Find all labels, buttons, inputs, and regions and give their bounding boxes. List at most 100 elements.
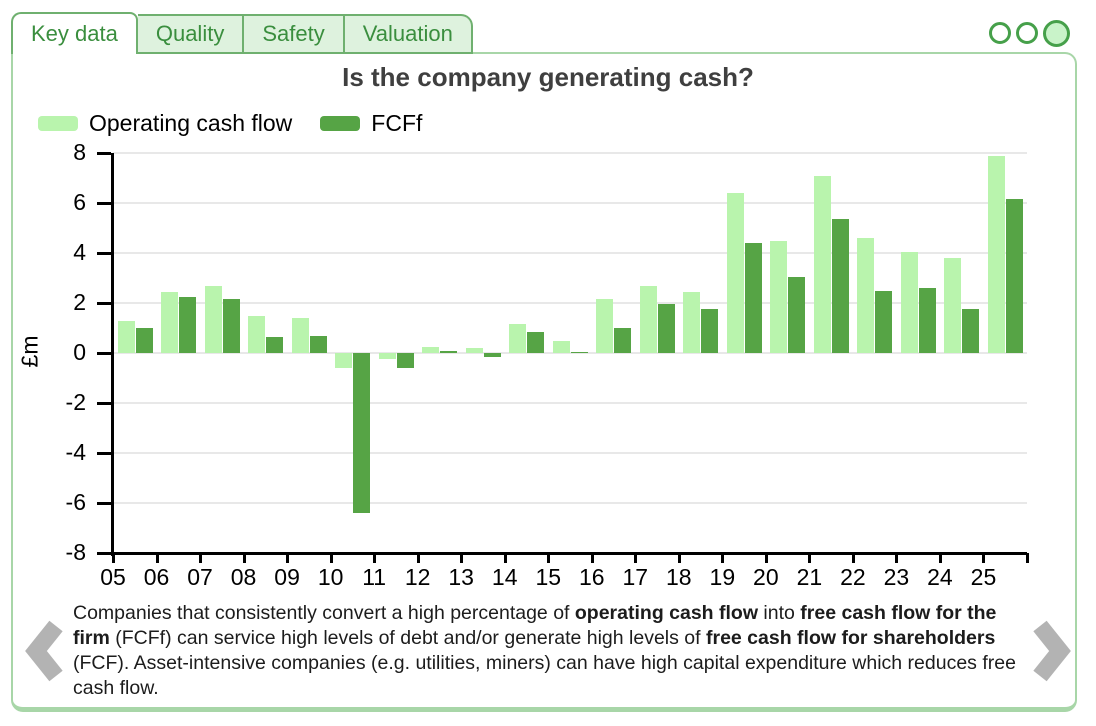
bar-operating-cash-flow-09 — [291, 318, 309, 353]
x-axis-label-24: 24 — [927, 564, 953, 590]
x-axis-label-15: 15 — [535, 564, 562, 590]
x-axis-tick-7 — [416, 553, 420, 563]
y-axis-tick--6 — [97, 502, 111, 505]
bar-fcff-12 — [440, 350, 458, 353]
y-axis-tick-2 — [97, 302, 111, 305]
x-axis-tick-14 — [721, 553, 725, 563]
legend-item-operating-cash-flow[interactable]: Operating cash flow — [38, 110, 292, 137]
tab-valuation[interactable]: Valuation — [344, 14, 473, 54]
bar-operating-cash-flow-08 — [248, 315, 266, 353]
y-axis-tick-0 — [97, 352, 111, 355]
x-axis-tick-15 — [764, 553, 768, 563]
bar-operating-cash-flow-17 — [639, 285, 657, 353]
x-axis-label-16: 16 — [578, 564, 605, 590]
bar-operating-cash-flow-14 — [509, 324, 527, 353]
bar-fcff-19 — [744, 243, 762, 353]
bar-fcff-21 — [831, 219, 849, 353]
x-axis-label-22: 22 — [840, 564, 866, 590]
x-axis-tick-19 — [938, 553, 942, 563]
pagination-dot-1[interactable] — [989, 22, 1011, 44]
tab-safety[interactable]: Safety — [244, 14, 345, 54]
x-axis-label-17: 17 — [622, 564, 649, 590]
bar-operating-cash-flow-13 — [465, 348, 483, 353]
report-card — [11, 52, 1077, 712]
gridline-4 — [113, 252, 1027, 254]
bar-operating-cash-flow-19 — [726, 193, 744, 353]
bar-operating-cash-flow-23 — [900, 251, 918, 353]
y-axis-labels: 8 6 4 2 0 -2 -4 -6 -8 — [0, 141, 90, 564]
x-axis-label-18: 18 — [666, 564, 692, 590]
pagination-dot-3[interactable] — [1043, 19, 1070, 47]
x-axis-tick-20 — [982, 553, 986, 563]
x-axis-tick-9 — [503, 553, 507, 563]
chart-title: Is the company generating cash? — [342, 62, 754, 92]
pagination-dot-2[interactable] — [1016, 22, 1038, 44]
y-axis-tick-4 — [97, 252, 111, 255]
x-axis-label-11: 11 — [362, 564, 387, 590]
bar-operating-cash-flow-18 — [683, 291, 701, 353]
bar-fcff-13 — [483, 353, 501, 357]
next-button[interactable] — [1032, 618, 1072, 684]
x-axis-label-20: 20 — [753, 564, 779, 590]
pagination-dots — [989, 18, 1070, 48]
gridline-2 — [113, 302, 1027, 304]
x-axis-line — [97, 552, 1027, 555]
x-axis-tick-13 — [677, 553, 681, 563]
x-axis-tick-10 — [547, 553, 551, 563]
y-axis-label--2: -2 — [65, 389, 86, 415]
bar-operating-cash-flow-22 — [857, 238, 875, 353]
legend-label-operating-cash-flow: Operating cash flow — [89, 110, 293, 136]
caption-run: into — [758, 602, 801, 624]
y-axis-label--8: -8 — [65, 539, 86, 565]
y-axis-label--6: -6 — [65, 489, 86, 515]
chevron-left-icon — [25, 620, 63, 682]
legend-item-fcff[interactable]: FCFf — [320, 110, 422, 137]
caption-text: Companies that consistently convert a hi… — [73, 601, 1023, 701]
bar-fcff-15 — [570, 351, 588, 353]
caption-bold-term: free cash flow for shareholders — [705, 627, 996, 649]
x-axis-tick-18 — [895, 553, 899, 563]
y-axis-label-2: 2 — [73, 289, 86, 315]
x-axis-labels: 05 06 07 08 09 10 11 12 13 14 15 16 17 18 19 20 21 22 23 24… — [100, 564, 1027, 592]
y-axis-tick-6 — [97, 202, 111, 205]
bar-fcff-11 — [396, 353, 414, 368]
tab-quality[interactable]: Quality — [137, 14, 245, 54]
bar-operating-cash-flow-21 — [813, 175, 831, 353]
y-axis-label-8: 8 — [73, 139, 86, 165]
x-axis-tick-6 — [373, 553, 377, 563]
caption-run: (FCFf) can service high levels of debt a… — [109, 627, 706, 649]
bar-operating-cash-flow-15 — [552, 340, 570, 353]
bar-fcff-08 — [266, 336, 284, 353]
x-axis-tick-2 — [199, 553, 203, 563]
x-axis-tick-0 — [112, 553, 115, 563]
prev-button[interactable] — [24, 618, 64, 684]
legend-swatch-operating-cash-flow — [38, 116, 78, 131]
bar-operating-cash-flow-06 — [161, 291, 179, 353]
bar-fcff-18 — [701, 309, 719, 353]
x-axis-tick-4 — [286, 553, 290, 563]
bar-fcff-10 — [353, 353, 371, 513]
x-axis-label-21: 21 — [796, 564, 823, 590]
bar-operating-cash-flow-25 — [987, 155, 1005, 353]
bar-operating-cash-flow-20 — [770, 240, 788, 353]
gridline--4 — [113, 452, 1027, 454]
caption-bold-term: free cash flow for the firm — [73, 602, 997, 649]
bar-fcff-07 — [222, 299, 240, 353]
gridline--6 — [113, 502, 1027, 504]
x-axis-label-08: 08 — [230, 564, 257, 590]
bar-fcff-25 — [1005, 199, 1023, 353]
x-axis-label-10: 10 — [317, 564, 344, 590]
y-axis-tick-8 — [97, 152, 111, 155]
x-axis-tick-3 — [242, 553, 246, 563]
bar-fcff-24 — [962, 309, 980, 353]
x-axis-label-07: 07 — [187, 564, 213, 590]
y-axis-line — [111, 153, 114, 556]
tab-key-data[interactable]: Key data — [11, 12, 138, 54]
x-axis-label-09: 09 — [274, 564, 300, 590]
bar-operating-cash-flow-05 — [117, 320, 135, 353]
bar-operating-cash-flow-16 — [596, 299, 614, 353]
bar-fcff-16 — [614, 328, 632, 353]
bar-fcff-20 — [788, 276, 806, 353]
y-axis-label-6: 6 — [73, 189, 86, 215]
x-axis-label-13: 13 — [448, 564, 474, 590]
